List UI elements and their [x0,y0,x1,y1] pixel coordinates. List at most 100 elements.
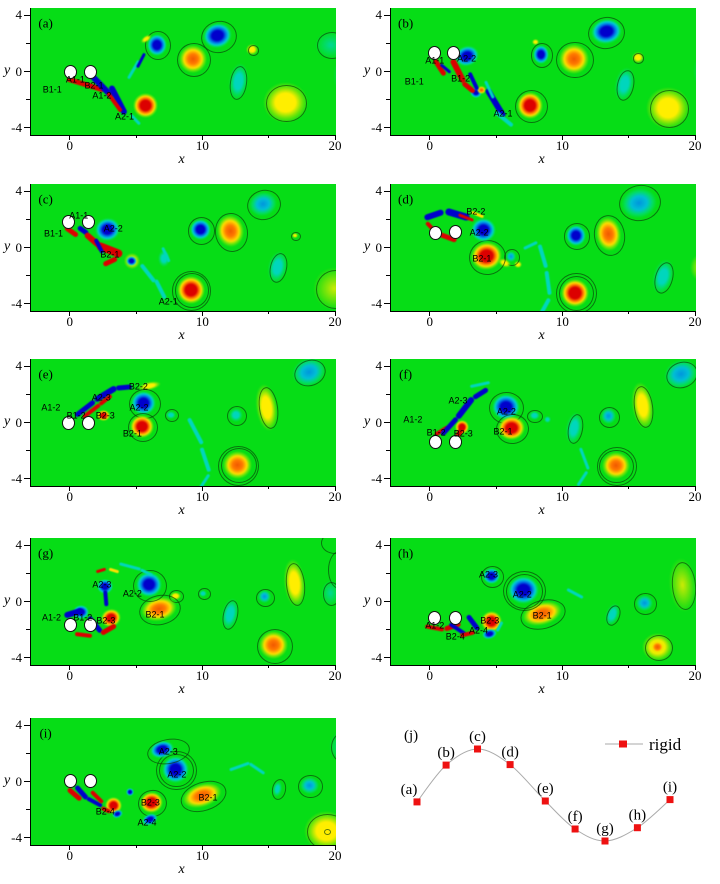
contour-line [323,582,336,607]
y-tick-label: 4 [15,358,23,374]
contour-line [316,32,336,60]
contour-line [269,777,288,802]
y-tick-label: 4 [15,7,23,23]
y-tick-major [384,478,390,480]
contour-line [502,571,547,612]
panel-tag: (a) [38,15,53,31]
x-tick-major [561,311,563,316]
contour-line [307,814,336,845]
shear-layer [119,562,142,572]
contour-line [188,217,216,245]
vortex-label: A1-1 [65,74,85,85]
cycle-point-label: (e) [537,781,554,797]
y-tick-minor [26,572,30,574]
shear-layer [187,417,204,445]
y-tick-minor [386,99,390,101]
x-tick-label: 0 [426,668,434,683]
panel-f: A1-2 A2-3 B1-2 B2-3 A2-2 B2-1 (f) 4 0 -4 0 10 20 y x [360,337,720,518]
y-tick-major [384,303,390,305]
y-axis-label: y [364,592,371,608]
y-tick-major [24,601,30,602]
panel-tag: (i) [39,725,52,741]
shear-layer [522,241,538,251]
cycle-marker [506,761,514,769]
y-tick-label: 4 [15,537,23,553]
y-axis-label: y [4,238,11,254]
cylinder [62,415,76,430]
contour-line [243,186,285,224]
x-tick-minor [628,311,630,314]
vortex-label: A2-3 [91,392,111,403]
contour-line [563,223,591,250]
vorticity-plot: B2-4 B2-3 A2-4 A2-3 A2-2 B2-1 (i) [30,718,336,846]
y-tick-label: -4 [11,649,22,665]
vortex-label: B1-1 [42,84,62,95]
x-tick-minor [495,311,497,314]
panel-tag: (e) [38,366,53,382]
vortex-label: B2-4 [95,806,115,817]
cycle-point-label: (i) [663,780,677,796]
x-tick-label: 0 [66,848,74,863]
cycle-point-label: (g) [596,821,614,837]
y-tick-label: -4 [11,470,22,486]
cycle-marker [633,824,641,832]
vortex-label: B2-3 [453,428,473,439]
cylinder [447,46,461,61]
vortex-label: A2-2 [167,769,187,780]
y-tick-major [384,544,390,546]
y-tick-major [24,247,30,248]
x-tick-minor [135,486,137,489]
vortex-label: A2-1 [493,108,513,119]
vortex-label: A2-1 [114,111,134,122]
y-tick-major [24,781,30,782]
cycle-point-label: (b) [437,745,455,761]
shear-layer [566,587,584,599]
x-tick-label: 20 [328,489,342,504]
x-tick-label: 0 [426,314,434,329]
y-tick-label: 0 [15,414,23,430]
panel-e: A1-2 A2-3 B1-2 B2-3 B2-2 A2-2 B2-1 (e) 4 0 -4 0 10 20… [0,337,360,518]
y-tick-minor [26,629,30,631]
y-tick-label: 0 [15,773,23,789]
vortex-label: A1-2 [42,612,62,623]
x-tick-label: 10 [555,138,569,153]
y-tick-minor [386,42,390,44]
y-tick-major [384,657,390,659]
y-tick-minor [386,629,390,631]
vortex-label: A1-1 [425,55,445,66]
cylinder [428,434,442,449]
panel-tag: (c) [38,191,53,207]
x-tick-major [429,486,431,491]
shear-layer [544,271,553,296]
x-tick-minor [135,665,137,668]
vortex-blob [693,53,696,90]
x-tick-label: 0 [426,138,434,153]
y-tick-major [24,190,30,192]
y-tick-major [24,657,30,659]
vortex-label: A2-4 [469,625,489,636]
vortex-blob [96,409,110,422]
x-axis-label: x [178,503,185,518]
panel-a: A1-1 B2-1 B1-1 A1-2 A2-1 (a) 4 0 -4 0 10 20 y x [0,2,360,167]
panel-tag: (g) [37,545,54,561]
y-tick-label: 0 [375,414,383,430]
x-tick-major [334,135,336,140]
y-tick-minor [386,393,390,395]
vorticity-plot: A1-2 A2-3 B1-2 B2-3 A2-2 B2-1 (f) [390,359,696,487]
shear-layer [95,567,106,574]
shear-layer [229,761,251,772]
vortex-label: A1-2 [403,414,423,425]
shear-layer [248,761,266,775]
x-tick-minor [495,665,497,668]
vortex-label: B2-4 [445,631,465,642]
x-tick-minor [628,486,630,489]
contour-line [256,628,293,664]
y-tick-major [384,601,390,602]
y-tick-label: -4 [371,295,382,311]
vortex-label: A2-4 [137,817,157,828]
y-tick-label: 0 [15,593,23,609]
vortex-label: B2-1 [84,80,104,91]
contour-line [164,409,179,423]
shear-layer [100,623,118,637]
vorticity-plot: A1-1 A2-2 B1-1 B1-2 A2-1 (b) [390,8,696,136]
